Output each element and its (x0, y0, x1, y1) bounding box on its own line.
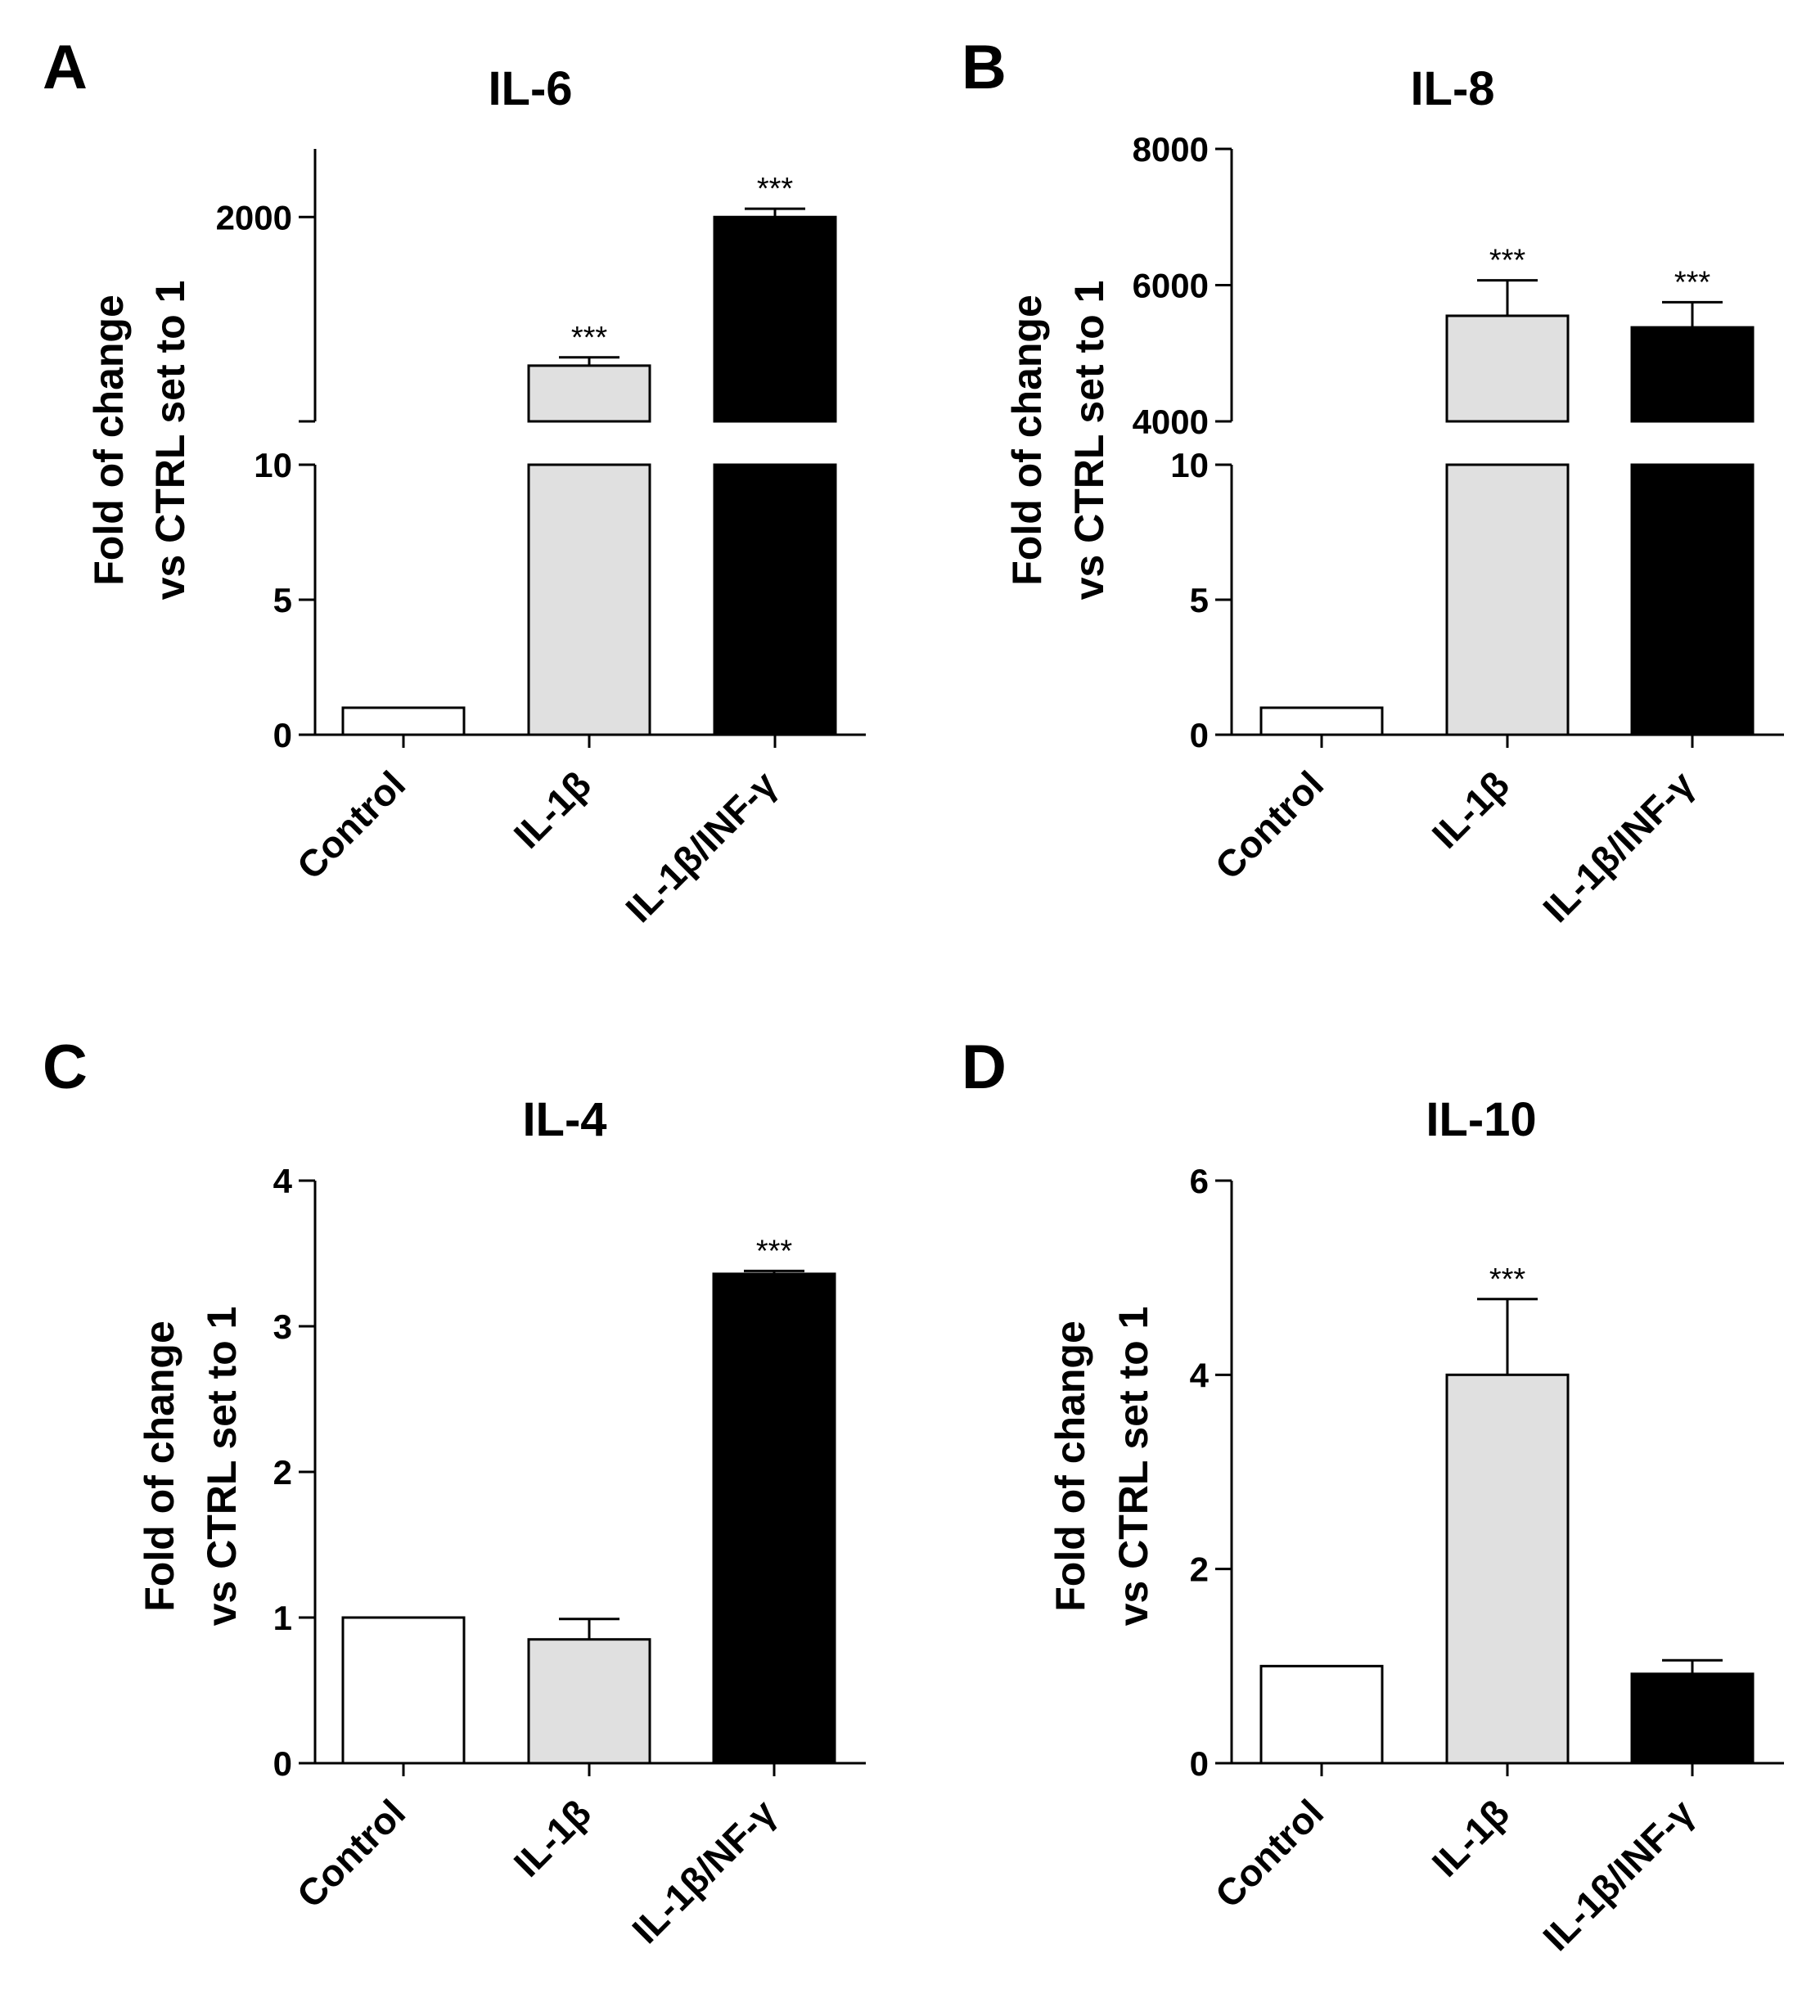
category-label-il-1-inf: IL-1β/INF-γ (1534, 1791, 1702, 1959)
y-tick-label: 2 (1190, 1550, 1209, 1589)
bar-il-1 (529, 1640, 650, 1763)
category-label-control: Control (289, 1791, 413, 1915)
chart-area-il8: Control *** IL-1β *** IL-1β/INF-γ 0 5 10 4000 600… (1133, 130, 1784, 930)
category-label-il-1-nf: IL-1β/NF-γ (624, 1791, 784, 1951)
y-axis-label-line2: vs CTRL set to 1 (1066, 281, 1112, 601)
bar-control (343, 708, 464, 735)
bar-il-1-inf-upper (714, 217, 836, 421)
chart-title-il10: IL-10 (1426, 1093, 1536, 1146)
chart-area-il10: Control *** IL-1β IL-1β/INF-γ 0 2 4 6 (1190, 1162, 1784, 1959)
bar-il-1-nf (714, 1274, 835, 1763)
panel-letter-b: B (962, 33, 1007, 102)
y-tick-label: 10 (1170, 446, 1209, 484)
category-label-il-1-inf: IL-1β/INF-γ (1534, 763, 1702, 930)
category-label-il-1: IL-1β (1424, 1791, 1517, 1884)
figure: A IL-6 Fold of change vs CTRL set to 1 C… (0, 0, 1820, 2016)
panel-a: A IL-6 Fold of change vs CTRL set to 1 C… (43, 33, 866, 930)
y-axis-label-line2: vs CTRL set to 1 (199, 1307, 245, 1627)
bar-il-1-upper (1447, 316, 1568, 421)
y-tick-label: 8000 (1133, 130, 1209, 169)
y-axis-label-line2: vs CTRL set to 1 (1110, 1307, 1156, 1627)
category-label-control: Control (289, 763, 413, 887)
bar-control (1261, 708, 1382, 735)
y-tick-label: 0 (1190, 1744, 1209, 1783)
category-label-il-1-inf: IL-1β/INF-γ (617, 763, 785, 930)
y-tick-label: 6000 (1133, 267, 1209, 305)
category-label-control: Control (1207, 1791, 1331, 1915)
bar-il-1-inf (714, 465, 836, 735)
chart-area-il6: Control *** IL-1β *** IL-1β/INF-γ 0 5 10 2000 (216, 149, 866, 930)
y-tick-label: 3 (273, 1307, 292, 1346)
chart-title-il8: IL-8 (1410, 62, 1494, 115)
significance-marker-il-1: *** (571, 321, 608, 355)
y-tick-label: 0 (1190, 716, 1209, 754)
chart-title-il6: IL-6 (488, 62, 572, 115)
y-tick-label: 10 (254, 446, 292, 484)
bar-il-1-inf (1632, 1674, 1753, 1763)
bar-control (1261, 1666, 1382, 1763)
panel-b: B IL-8 Fold of change vs CTRL set to 1 C… (962, 33, 1784, 930)
category-label-control: Control (1207, 763, 1331, 887)
y-tick-label: 0 (273, 1744, 292, 1783)
y-tick-label: 2000 (216, 198, 292, 236)
y-tick-label: 2 (273, 1453, 292, 1492)
bar-il-1 (1447, 1375, 1568, 1763)
y-axis-label-line1: Fold of change (1004, 295, 1050, 586)
significance-marker-il-1: *** (1489, 244, 1526, 278)
significance-marker-il-1-inf: *** (757, 172, 794, 206)
bar-control (343, 1618, 464, 1763)
bar-il-1 (1447, 465, 1568, 735)
chart-area-il4: Control IL-1β *** IL-1β/NF-γ 0 1 2 3 4 (273, 1162, 866, 1951)
category-label-il-1: IL-1β (1424, 763, 1517, 856)
y-tick-label: 5 (273, 581, 292, 619)
panel-d: D IL-10 Fold of change vs CTRL set to 1 … (962, 1033, 1784, 1959)
bar-il-1-inf (1632, 465, 1753, 735)
y-axis-label-line1: Fold of change (1047, 1321, 1093, 1612)
y-tick-label: 6 (1190, 1162, 1209, 1200)
y-tick-label: 4 (273, 1162, 293, 1200)
significance-marker-il-1-nf: *** (756, 1234, 793, 1268)
y-axis-label-line1: Fold of change (86, 295, 132, 586)
panel-letter-c: C (43, 1033, 88, 1102)
y-tick-label: 4 (1190, 1356, 1210, 1394)
bar-il-1-upper (529, 366, 650, 421)
panel-letter-a: A (43, 33, 88, 102)
y-axis-label-line2: vs CTRL set to 1 (147, 281, 193, 601)
panel-c: C IL-4 Fold of change vs CTRL set to 1 C… (43, 1033, 866, 1951)
y-tick-label: 4000 (1133, 403, 1209, 441)
y-axis-label-line1: Fold of change (137, 1321, 182, 1612)
category-label-il-1: IL-1β (506, 1791, 599, 1884)
y-tick-label: 1 (273, 1599, 292, 1637)
significance-marker-il-1-inf: *** (1674, 265, 1711, 299)
significance-marker-il-1: *** (1489, 1262, 1526, 1297)
y-tick-label: 0 (273, 716, 292, 754)
chart-title-il4: IL-4 (522, 1093, 606, 1146)
bar-il-1-inf-upper (1632, 327, 1753, 421)
panel-letter-d: D (962, 1033, 1007, 1102)
bar-il-1 (529, 465, 650, 735)
category-label-il-1: IL-1β (506, 763, 599, 856)
y-tick-label: 5 (1190, 581, 1209, 619)
